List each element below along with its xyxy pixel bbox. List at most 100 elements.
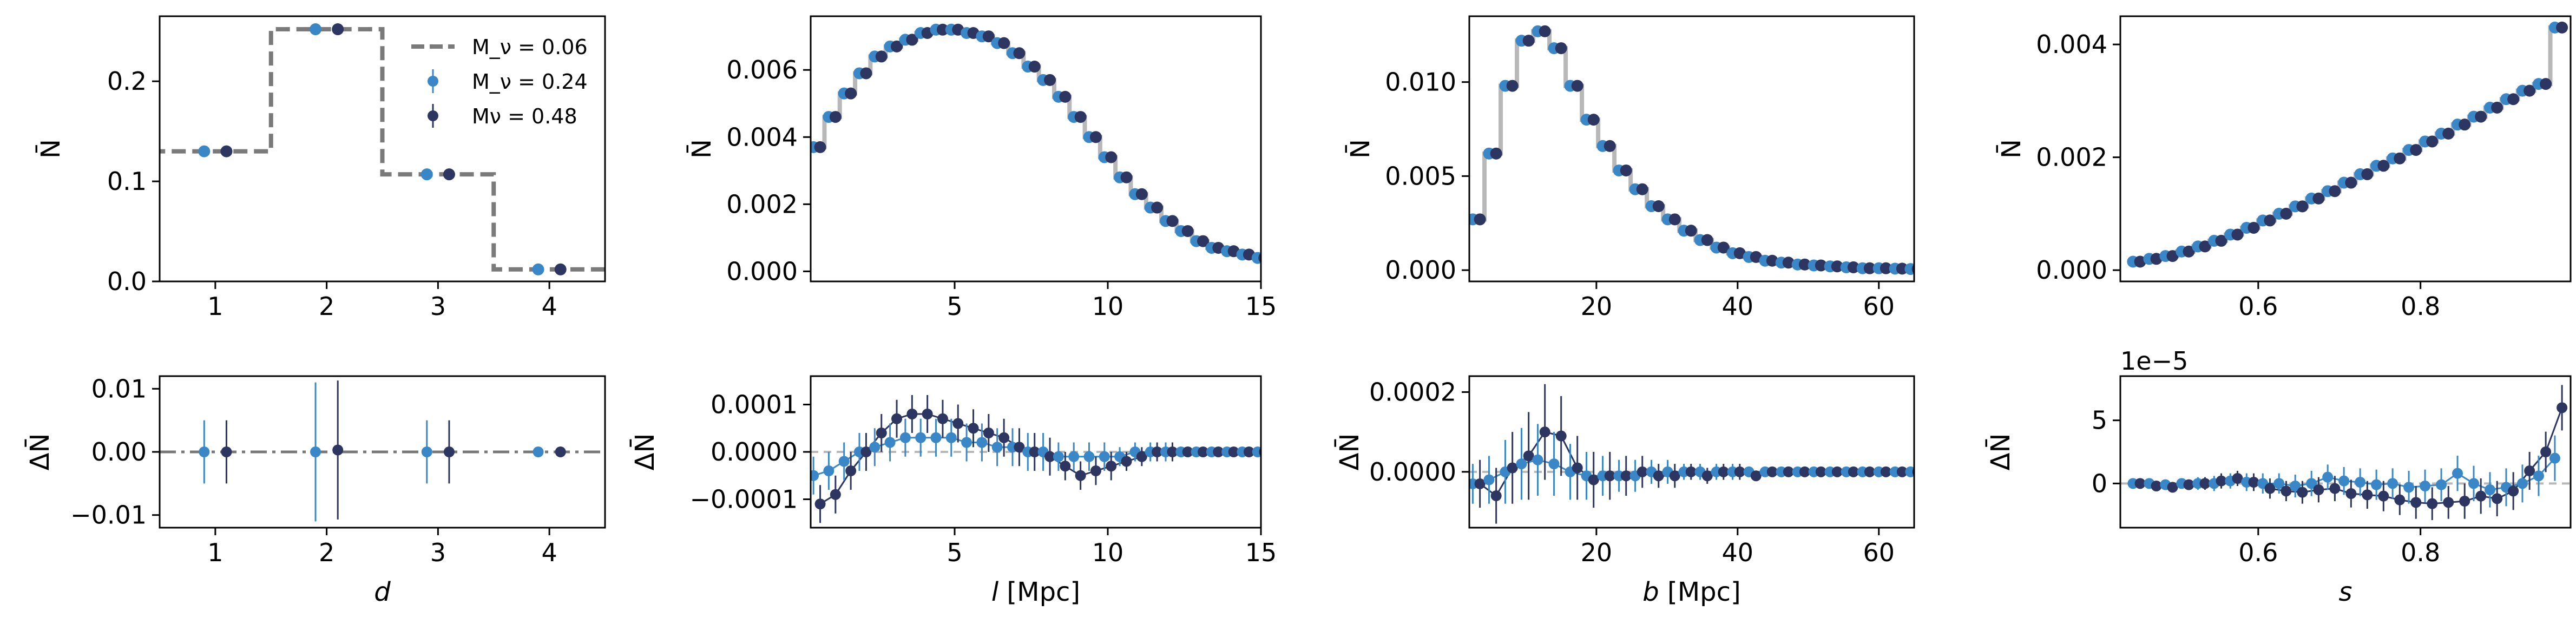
point-m048 xyxy=(2329,185,2341,198)
point-m048 xyxy=(1847,261,1859,273)
point-delta-m024 xyxy=(1516,458,1527,470)
point-delta-m048 xyxy=(2508,485,2519,497)
point-delta-m024 xyxy=(2290,481,2301,491)
x-tick-label: 20 xyxy=(1581,538,1613,567)
point-m048 xyxy=(814,141,826,153)
point-m048 xyxy=(2410,144,2422,156)
point-m048 xyxy=(2442,127,2455,140)
x-axis-label: d xyxy=(374,577,391,607)
point-delta-m048 xyxy=(1029,446,1040,457)
point-m048 xyxy=(2312,192,2325,205)
y-axis-label: N̄ xyxy=(686,139,717,159)
point-m048 xyxy=(2459,119,2471,131)
point-delta-m048 xyxy=(830,489,841,500)
point-m048 xyxy=(1120,171,1133,183)
point-delta-m048 xyxy=(891,413,903,424)
point-delta-m024 xyxy=(2322,471,2334,483)
point-delta-m048 xyxy=(1766,466,1778,477)
point-delta-m048 xyxy=(1848,466,1859,477)
y-tick-label: 0.004 xyxy=(2036,30,2107,59)
point-delta-m048 xyxy=(1783,466,1794,477)
point-delta-m048 xyxy=(1044,451,1056,462)
point-m048 xyxy=(1880,262,1892,274)
point-m048 xyxy=(1636,183,1648,195)
point-m048 xyxy=(1151,201,1164,214)
y-tick-label: 0.005 xyxy=(1385,161,1456,191)
point-delta-m048 xyxy=(2410,497,2422,508)
point-delta-m024 xyxy=(869,442,880,453)
point-delta-m048 xyxy=(555,446,566,457)
point-m048 xyxy=(2524,84,2536,97)
y-tick-label: 0.004 xyxy=(726,122,798,152)
point-delta-m048 xyxy=(2345,488,2357,499)
point-delta-m024 xyxy=(1252,446,1261,457)
point-delta-m048 xyxy=(1106,461,1117,472)
point-delta-m024 xyxy=(421,446,432,457)
point-delta-m048 xyxy=(1014,442,1025,453)
x-tick-label: 3 xyxy=(430,538,446,567)
point-delta-m024 xyxy=(961,437,972,448)
x-tick-label: 15 xyxy=(1245,538,1277,567)
point-m048 xyxy=(1750,251,1762,263)
point-delta-m048 xyxy=(1637,466,1648,477)
point-delta-m024 xyxy=(2452,468,2463,479)
point-delta-m024 xyxy=(899,432,911,443)
point-delta-m048 xyxy=(2281,485,2292,497)
point-delta-m048 xyxy=(2427,498,2438,509)
point-delta-m048 xyxy=(2199,478,2211,489)
x-tick-label: 4 xyxy=(541,538,557,567)
point-delta-m048 xyxy=(1864,466,1875,477)
point-delta-m024 xyxy=(1532,454,1543,465)
point-m024 xyxy=(1904,263,1914,275)
point-delta-m048 xyxy=(2232,473,2243,484)
point-delta-m024 xyxy=(1068,451,1080,462)
y-tick-label: 0.0 xyxy=(107,267,147,296)
point-delta-m048 xyxy=(2151,481,2162,491)
x-axis-label: l [Mpc] xyxy=(991,577,1080,607)
point-m048 xyxy=(1685,225,1697,237)
delta-y-axis-label: ΔN̄ xyxy=(1985,433,2016,471)
y-tick-label: −0.01 xyxy=(70,501,147,530)
point-delta-m048 xyxy=(2459,496,2470,507)
point-m048 xyxy=(1604,140,1616,152)
point-delta-m048 xyxy=(1734,466,1745,477)
point-delta-m024 xyxy=(2516,478,2528,489)
point-m048 xyxy=(1701,234,1713,246)
point-delta-m048 xyxy=(2297,487,2308,498)
point-delta-m024 xyxy=(1053,451,1064,462)
point-delta-m048 xyxy=(1685,466,1697,477)
panel-l-bottom: 5 10 15 −0.0001 0.0000 0.0001 ΔN̄ l [Mpc] xyxy=(629,375,1277,607)
point-delta-m048 xyxy=(845,465,857,476)
point-m024 xyxy=(198,145,211,157)
point-m048 xyxy=(1013,47,1026,60)
point-delta-m048 xyxy=(1831,466,1843,477)
point-delta-m048 xyxy=(2167,482,2178,493)
point-delta-m048 xyxy=(1588,474,1599,485)
legend-label-m006: M_ν = 0.06 xyxy=(472,35,588,59)
point-delta-m024 xyxy=(884,437,896,448)
point-delta-m048 xyxy=(1474,478,1486,489)
point-delta-m024 xyxy=(2273,478,2285,489)
point-delta-m024 xyxy=(2355,477,2366,488)
x-tick-label: 60 xyxy=(1863,538,1895,567)
point-delta-m024 xyxy=(2371,479,2382,490)
point-m048 xyxy=(1522,35,1535,47)
panel-d-top: 1 2 3 4 0.0 0.1 0.2 N̄ xyxy=(35,15,606,321)
y-tick-label: 0.2 xyxy=(107,67,147,96)
x-tick-label: 20 xyxy=(1581,292,1613,321)
legend: M_ν = 0.06 M_ν = 0.24 Mν = 0.48 xyxy=(411,35,588,128)
point-m048 xyxy=(332,23,344,36)
x-axis-label: s xyxy=(2338,577,2352,607)
y-tick-label: 0 xyxy=(2092,469,2107,498)
point-m048 xyxy=(1863,262,1876,274)
point-m048 xyxy=(906,34,918,46)
point-delta-m048 xyxy=(2557,402,2568,413)
point-m048 xyxy=(220,145,233,157)
point-delta-m048 xyxy=(1228,446,1239,457)
point-delta-m048 xyxy=(221,446,232,457)
x-tick-label: 4 xyxy=(541,292,557,321)
point-delta-m048 xyxy=(1880,466,1891,477)
x-tick-label: 60 xyxy=(1863,292,1895,321)
x-axis-label-symbol: s xyxy=(2338,577,2352,607)
